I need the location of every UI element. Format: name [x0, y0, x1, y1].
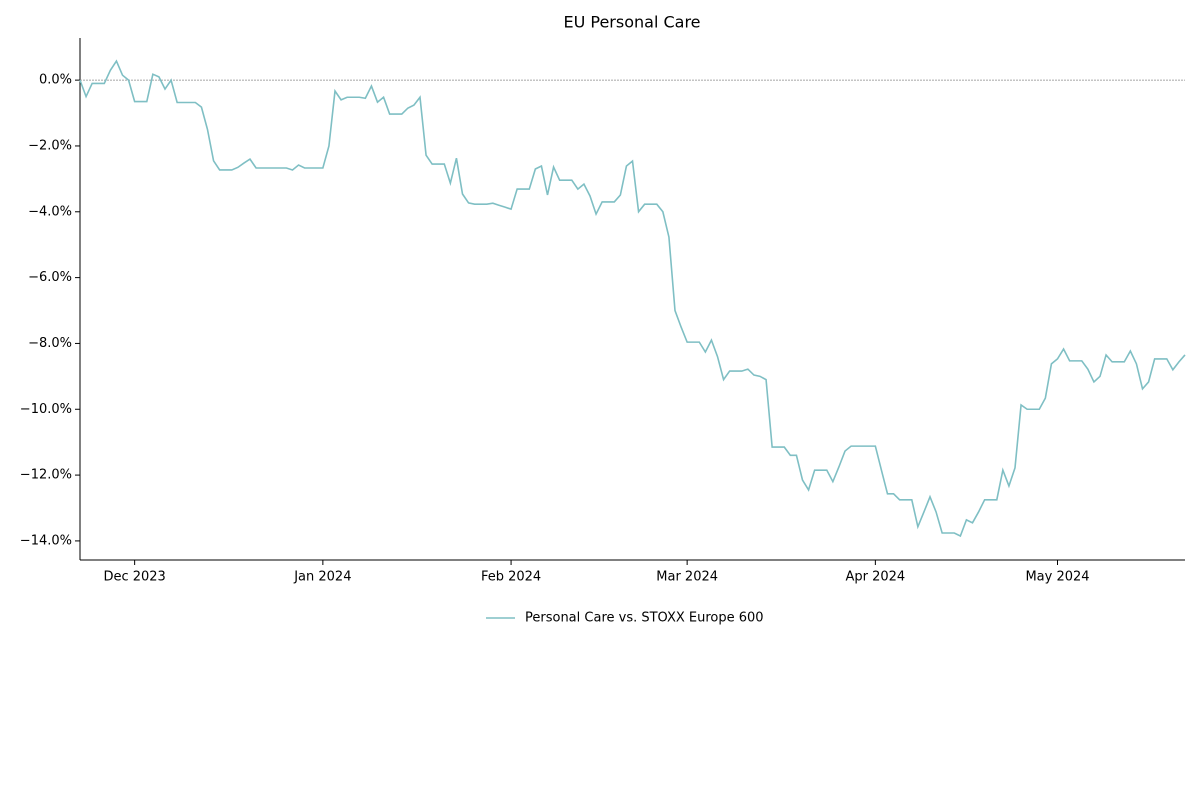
x-tick-label: Mar 2024 [656, 570, 718, 585]
y-tick-label: −2.0% [28, 138, 72, 153]
x-tick-label: Dec 2023 [103, 570, 165, 585]
x-tick-label: Feb 2024 [481, 570, 541, 585]
y-tick-label: −8.0% [28, 336, 72, 351]
y-tick-label: −4.0% [28, 204, 72, 219]
y-tick-label: −14.0% [20, 533, 72, 548]
x-tick-label: May 2024 [1025, 570, 1089, 585]
y-tick-label: −10.0% [20, 402, 72, 417]
legend-label: Personal Care vs. STOXX Europe 600 [525, 611, 764, 626]
data-line [79, 59, 1186, 538]
y-tick-label: −6.0% [28, 270, 72, 285]
y-tick-label: 0.0% [39, 73, 72, 88]
x-tick-label: Jan 2024 [293, 570, 351, 585]
chart-title: EU Personal Care [563, 13, 700, 32]
y-tick-label: −12.0% [20, 468, 72, 483]
x-tick-label: Apr 2024 [845, 570, 905, 585]
